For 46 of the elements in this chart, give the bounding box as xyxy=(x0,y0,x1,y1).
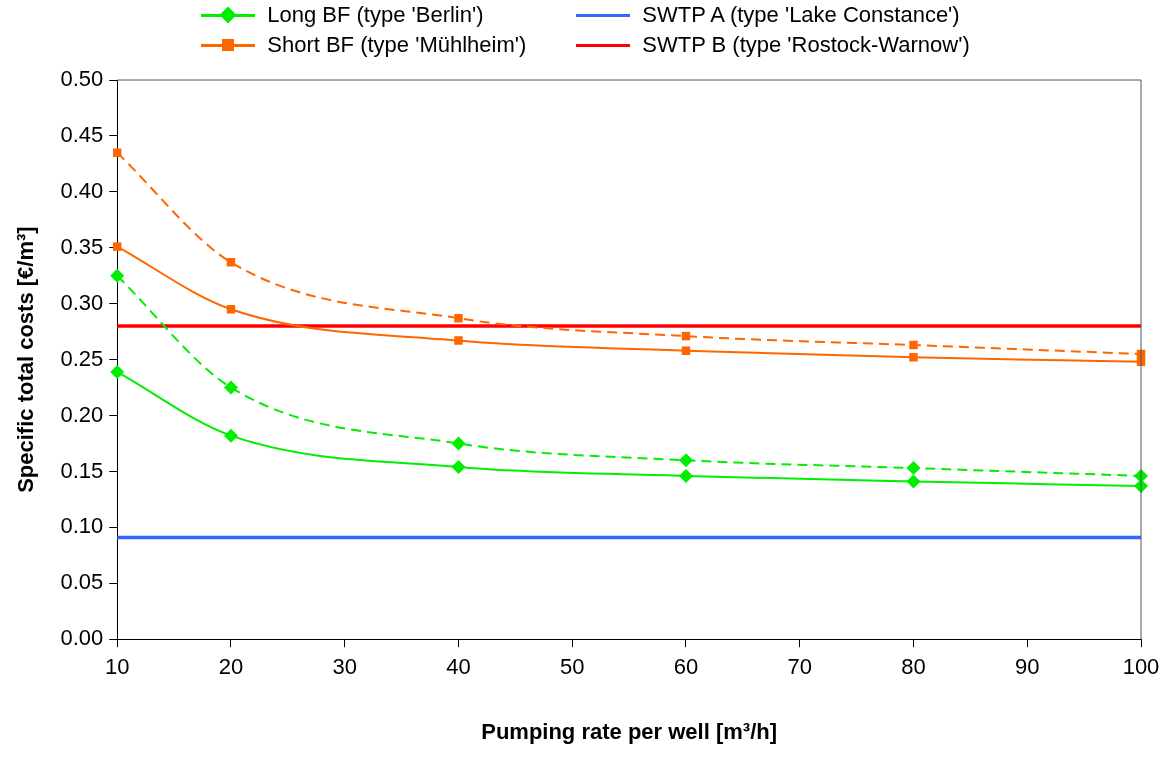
x-tick-label: 70 xyxy=(787,654,812,680)
x-tick-label: 20 xyxy=(218,654,244,680)
y-tick-label: 0.15 xyxy=(60,457,104,483)
point xyxy=(451,436,466,451)
x-tick-label: 80 xyxy=(901,654,926,680)
x-tick-label: 30 xyxy=(332,654,357,680)
y-tick-label: 0.40 xyxy=(60,177,104,203)
y-tick-label: 0.20 xyxy=(60,401,104,427)
point xyxy=(681,346,691,355)
point xyxy=(223,428,238,443)
y-axis-title: Specific total costs [€/m³] xyxy=(13,226,39,493)
point xyxy=(909,353,918,362)
x-tick-label: 10 xyxy=(104,654,130,680)
point xyxy=(112,242,122,251)
y-tick-label: 0.35 xyxy=(60,233,104,259)
point xyxy=(678,453,693,468)
x-tick-label: 60 xyxy=(673,654,699,680)
point xyxy=(678,468,693,483)
legend-label: Short BF (type 'Mühlheim') xyxy=(267,32,527,58)
point xyxy=(451,459,466,474)
y-tick-label: 0.10 xyxy=(60,513,104,539)
y-tick-label: 0.05 xyxy=(60,569,104,595)
y-tick-label: 0.30 xyxy=(60,289,104,315)
y-tick-label: 0.50 xyxy=(60,66,104,92)
point xyxy=(454,336,463,345)
legend-label: SWTP A (type 'Lake Constance') xyxy=(642,2,960,28)
point xyxy=(223,380,238,395)
point xyxy=(906,474,921,489)
point xyxy=(906,461,921,476)
x-tick-label: 50 xyxy=(559,654,585,680)
x-tick-label: 40 xyxy=(446,654,471,680)
point xyxy=(112,148,122,157)
y-tick-label: 0.45 xyxy=(60,121,104,147)
point xyxy=(110,268,125,283)
x-tick-label: 90 xyxy=(1015,654,1040,680)
x-tick-label: 100 xyxy=(1122,654,1160,680)
point xyxy=(226,258,236,267)
point xyxy=(110,364,125,379)
legend-label: Long BF (type 'Berlin') xyxy=(267,2,484,28)
point xyxy=(226,305,236,314)
y-tick-label: 0.00 xyxy=(60,625,104,651)
point xyxy=(454,313,463,323)
x-axis-title: Pumping rate per well [m³/h] xyxy=(481,718,778,744)
y-tick-label: 0.25 xyxy=(60,345,104,371)
point xyxy=(909,340,918,350)
legend-label: SWTP B (type 'Rostock-Warnow') xyxy=(642,32,970,58)
